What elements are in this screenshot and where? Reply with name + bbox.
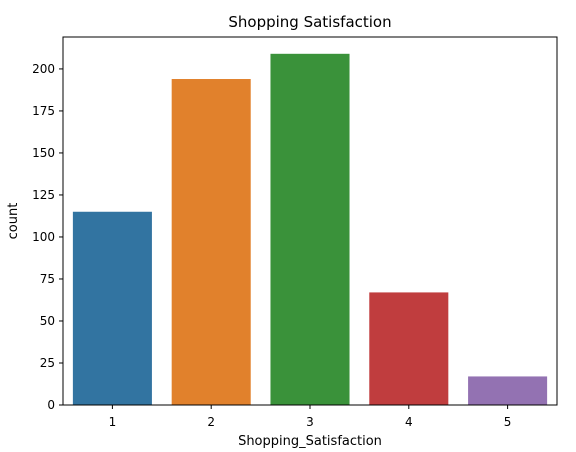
plot-area: 0 25 50 75 100 125 150 175 200 1 2 3 4 5 (32, 36, 558, 429)
y-tick-label: 75 (40, 272, 55, 286)
x-tick-label: 2 (207, 415, 215, 429)
x-tick-label: 4 (405, 415, 413, 429)
bar-1 (72, 211, 152, 405)
y-tick-label: 175 (32, 104, 55, 118)
y-axis-label: count (6, 203, 21, 240)
bar-5 (468, 376, 548, 405)
y-tick-label: 100 (32, 230, 55, 244)
bars (72, 53, 548, 406)
chart-title: Shopping Satisfaction (228, 13, 391, 31)
y-tick-label: 25 (40, 356, 55, 370)
x-axis: 1 2 3 4 5 (109, 405, 512, 429)
bar-2 (171, 79, 251, 406)
x-tick-label: 5 (504, 415, 512, 429)
x-tick-label: 3 (306, 415, 314, 429)
bar-4 (369, 292, 449, 405)
y-tick-label: 200 (32, 62, 55, 76)
x-tick-label: 1 (109, 415, 117, 429)
plot-frame (62, 36, 558, 406)
y-tick-label: 150 (32, 146, 55, 160)
y-tick-label: 125 (32, 188, 55, 202)
y-axis: 0 25 50 75 100 125 150 175 200 (32, 62, 63, 412)
bar-3 (270, 53, 350, 406)
y-tick-label: 50 (40, 314, 55, 328)
x-axis-label: Shopping_Satisfaction (238, 434, 382, 449)
y-tick-label: 0 (47, 398, 55, 412)
